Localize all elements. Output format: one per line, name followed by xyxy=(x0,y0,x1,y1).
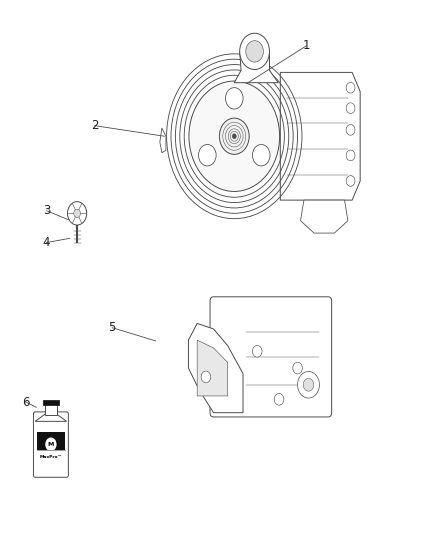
Circle shape xyxy=(252,345,262,357)
Circle shape xyxy=(346,150,355,161)
Text: 6: 6 xyxy=(22,395,30,409)
Circle shape xyxy=(198,144,216,166)
Circle shape xyxy=(293,362,302,374)
Circle shape xyxy=(274,393,284,405)
Circle shape xyxy=(346,175,355,187)
Circle shape xyxy=(303,378,314,391)
FancyBboxPatch shape xyxy=(37,450,65,464)
Circle shape xyxy=(45,438,57,451)
FancyBboxPatch shape xyxy=(45,404,57,415)
Circle shape xyxy=(232,134,237,139)
Polygon shape xyxy=(188,324,243,413)
FancyBboxPatch shape xyxy=(33,412,68,477)
Circle shape xyxy=(297,372,319,398)
Circle shape xyxy=(201,371,211,383)
FancyBboxPatch shape xyxy=(37,432,65,464)
Polygon shape xyxy=(35,414,67,422)
Polygon shape xyxy=(280,72,360,200)
Polygon shape xyxy=(234,51,278,83)
Polygon shape xyxy=(160,128,166,153)
Text: 1: 1 xyxy=(303,39,310,52)
Circle shape xyxy=(346,125,355,135)
FancyBboxPatch shape xyxy=(43,400,59,406)
Circle shape xyxy=(346,103,355,114)
Polygon shape xyxy=(197,340,228,396)
Circle shape xyxy=(189,81,279,191)
Text: 4: 4 xyxy=(43,236,50,249)
Circle shape xyxy=(226,87,243,109)
Text: M: M xyxy=(48,442,54,447)
Text: MaxPro™: MaxPro™ xyxy=(39,455,62,459)
Circle shape xyxy=(74,209,81,217)
Circle shape xyxy=(67,201,87,225)
Circle shape xyxy=(252,144,270,166)
Text: 3: 3 xyxy=(43,204,50,217)
Circle shape xyxy=(246,41,263,62)
Polygon shape xyxy=(300,200,348,233)
FancyBboxPatch shape xyxy=(210,297,332,417)
Text: 2: 2 xyxy=(91,119,98,132)
Circle shape xyxy=(346,83,355,93)
Text: 5: 5 xyxy=(108,321,116,334)
Circle shape xyxy=(219,118,249,155)
Circle shape xyxy=(240,33,269,69)
